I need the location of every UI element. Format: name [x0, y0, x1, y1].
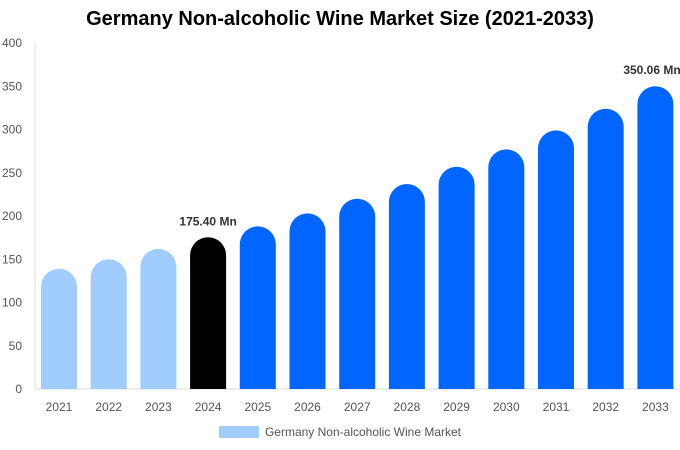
bar-2029	[438, 166, 475, 389]
y-tick-label: 200	[2, 209, 22, 223]
x-tick-label: 2032	[592, 400, 619, 414]
x-tick-label: 2029	[443, 400, 470, 414]
bar-2033	[637, 86, 674, 390]
bar-2024	[190, 237, 227, 389]
legend-label: Germany Non-alcoholic Wine Market	[264, 425, 462, 439]
x-tick-label: 2028	[394, 400, 421, 414]
legend-swatch	[218, 426, 259, 438]
x-tick-label: 2027	[344, 400, 371, 414]
x-tick-label: 2021	[46, 400, 73, 414]
y-tick-label: 250	[2, 166, 22, 180]
bar-2021	[41, 268, 77, 389]
bar-2031	[538, 130, 574, 390]
y-tick-label: 150	[2, 252, 22, 266]
legend: Germany Non-alcoholic Wine Market	[0, 425, 680, 439]
y-tick-label: 300	[2, 123, 22, 137]
data-label: 175.40 Mn	[179, 214, 236, 228]
bar-2025	[239, 226, 276, 389]
y-tick-label: 50	[9, 339, 23, 353]
bar-2030	[488, 149, 525, 389]
data-label: 350.06 Mn	[623, 63, 680, 77]
x-tick-label: 2023	[145, 400, 172, 414]
chart-title: Germany Non-alcoholic Wine Market Size (…	[86, 8, 594, 30]
bar-2022	[90, 259, 127, 389]
bar-2023	[140, 248, 177, 389]
x-tick-label: 2022	[95, 400, 122, 414]
bar-2032	[587, 108, 624, 390]
y-tick-label: 0	[15, 382, 22, 396]
x-tick-label: 2030	[493, 400, 520, 414]
y-tick-label: 100	[2, 296, 22, 310]
x-tick-label: 2033	[642, 400, 669, 414]
y-tick-label: 400	[2, 36, 22, 50]
x-tick-label: 2024	[195, 400, 222, 414]
x-tick-label: 2026	[294, 400, 321, 414]
bar-2028	[388, 183, 425, 389]
bar-2027	[339, 198, 376, 389]
x-tick-label: 2031	[543, 400, 570, 414]
y-tick-label: 350	[2, 79, 22, 93]
bar-2026	[289, 213, 326, 389]
x-tick-label: 2025	[244, 400, 271, 414]
